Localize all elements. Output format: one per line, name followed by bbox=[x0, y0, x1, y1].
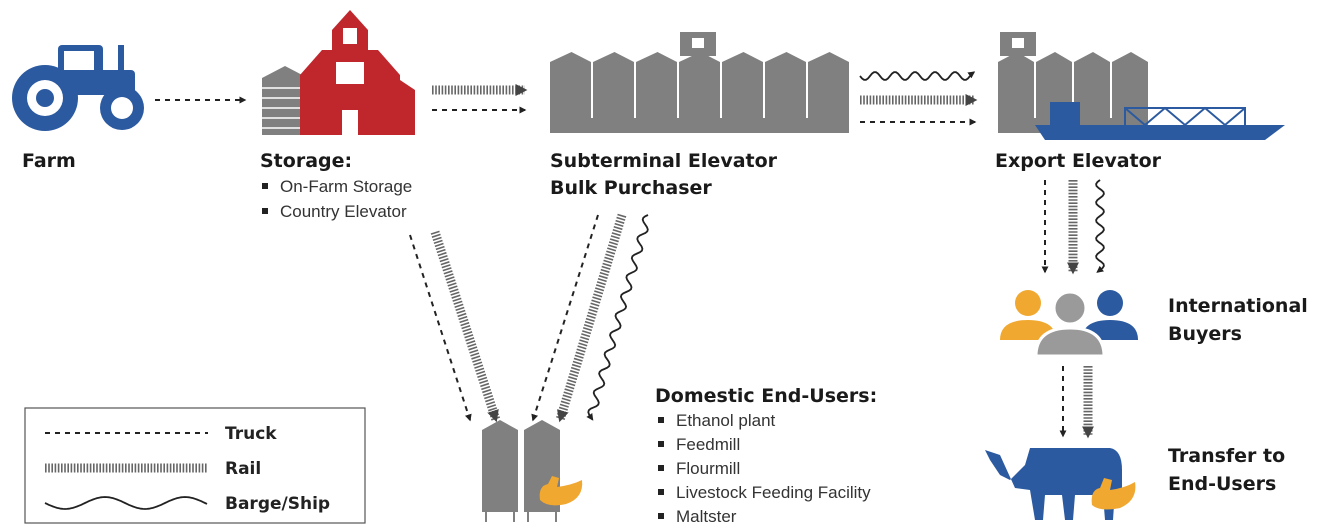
legend-label: Barge/Ship bbox=[225, 494, 330, 514]
list-item: Country Elevator bbox=[280, 202, 407, 221]
node-title: Export Elevator bbox=[995, 150, 1162, 172]
ship-icon bbox=[1035, 102, 1285, 140]
bullet bbox=[262, 208, 268, 214]
list-item: Livestock Feeding Facility bbox=[676, 483, 871, 502]
legend-label: Truck bbox=[225, 424, 277, 444]
cow-icon bbox=[985, 448, 1122, 520]
domestic-silos-icon bbox=[482, 420, 582, 522]
bullet bbox=[262, 183, 268, 189]
list-item: Ethanol plant bbox=[676, 411, 776, 430]
legend-label: Rail bbox=[225, 459, 261, 479]
bullet bbox=[658, 489, 664, 495]
truck-arrow bbox=[410, 235, 470, 420]
rail-arrow bbox=[560, 215, 622, 420]
bullet bbox=[658, 465, 664, 471]
barge-arrow bbox=[860, 72, 974, 80]
rail-arrow bbox=[435, 232, 496, 420]
list-item: On-Farm Storage bbox=[280, 177, 412, 196]
barge-arrow bbox=[1096, 180, 1104, 272]
node-title: Storage: bbox=[260, 150, 352, 172]
tractor-icon bbox=[12, 45, 144, 131]
node-title: Domestic End-Users: bbox=[655, 385, 877, 407]
list-item: Feedmill bbox=[676, 435, 740, 454]
diagram: Farm Storage: On-Farm Storage Country Ele… bbox=[0, 0, 1342, 528]
list-item: Maltster bbox=[676, 507, 737, 526]
bullet bbox=[658, 513, 664, 519]
node-title: International bbox=[1168, 295, 1308, 317]
subterminal-icon bbox=[550, 32, 849, 133]
node-title: Farm bbox=[22, 150, 76, 172]
barge-arrow bbox=[588, 215, 648, 420]
node-title: Buyers bbox=[1168, 323, 1242, 345]
people-icon bbox=[1000, 290, 1138, 356]
node-title: Subterminal Elevator bbox=[550, 150, 778, 172]
storage-icon bbox=[262, 10, 415, 135]
silo-base bbox=[550, 118, 849, 133]
node-title: Transfer to bbox=[1168, 445, 1285, 467]
bullet bbox=[658, 417, 664, 423]
legend: Truck Rail Barge/Ship bbox=[25, 408, 365, 523]
bullet bbox=[658, 441, 664, 447]
node-title: Bulk Purchaser bbox=[550, 177, 712, 199]
node-title: End-Users bbox=[1168, 473, 1276, 495]
list-item: Flourmill bbox=[676, 459, 740, 478]
